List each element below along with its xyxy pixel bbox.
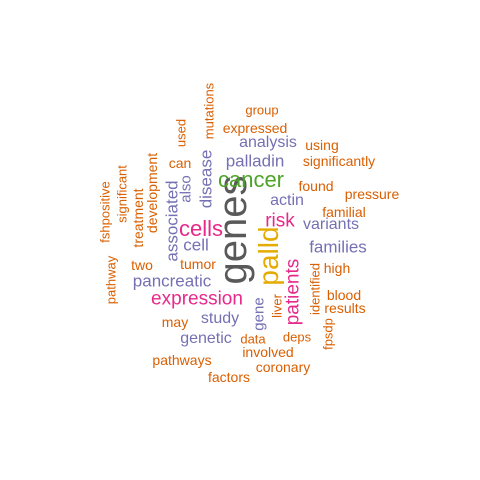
word-factors: factors xyxy=(207,369,251,385)
word-coronary: coronary xyxy=(255,359,311,375)
word-gene: gene xyxy=(250,297,268,331)
word-significantly: significantly xyxy=(302,153,376,169)
word-can: can xyxy=(168,155,192,171)
word-treatment: treatment xyxy=(130,188,146,248)
word-used: used xyxy=(173,118,189,148)
word-patients: patients xyxy=(282,258,304,326)
word-pathway: pathway xyxy=(103,255,119,305)
word-fpsdp: fpsdp xyxy=(320,318,336,350)
word-palld: palld xyxy=(253,226,284,286)
word-blood: blood xyxy=(326,287,362,303)
word-actin: actin xyxy=(270,192,304,209)
word-cells: cells xyxy=(178,216,224,241)
word-results: results xyxy=(324,300,366,316)
word-fshpositive: fshpositive xyxy=(97,181,113,243)
word-data: data xyxy=(240,331,266,347)
word-expression: expression xyxy=(151,288,243,310)
word-two: two xyxy=(131,257,153,273)
word-liver: liver xyxy=(269,294,285,318)
word-may: may xyxy=(161,314,189,330)
word-tumor: tumor xyxy=(180,256,216,272)
word-variants: variants xyxy=(302,216,360,233)
word-significant: significant xyxy=(114,165,130,223)
word-cancer: cancer xyxy=(217,167,285,192)
word-disease: disease xyxy=(196,149,216,209)
word-families: families xyxy=(309,237,367,257)
word-involved: involved xyxy=(242,344,294,360)
word-cell: cell xyxy=(183,235,209,255)
word-development: development xyxy=(144,152,160,234)
word-high: high xyxy=(323,260,351,276)
word-study: study xyxy=(200,310,240,327)
word-genetic: genetic xyxy=(180,330,232,347)
word-pressure: pressure xyxy=(344,186,400,202)
word-mutations: mutations xyxy=(201,82,217,140)
word-analysis: analysis xyxy=(239,134,297,151)
word-risk: risk xyxy=(265,210,295,232)
word-using: using xyxy=(305,137,339,153)
word-pathways: pathways xyxy=(152,352,212,368)
word-found: found xyxy=(298,178,334,194)
word-palladin: palladin xyxy=(225,151,285,171)
word-familial: familial xyxy=(322,204,366,220)
word-deps: deps xyxy=(282,329,312,345)
word-expressed: expressed xyxy=(222,120,288,136)
word-also: also xyxy=(177,175,195,203)
word-identified: identified xyxy=(307,262,323,316)
word-pancreatic: pancreatic xyxy=(132,271,212,291)
word-group: group xyxy=(245,102,279,118)
